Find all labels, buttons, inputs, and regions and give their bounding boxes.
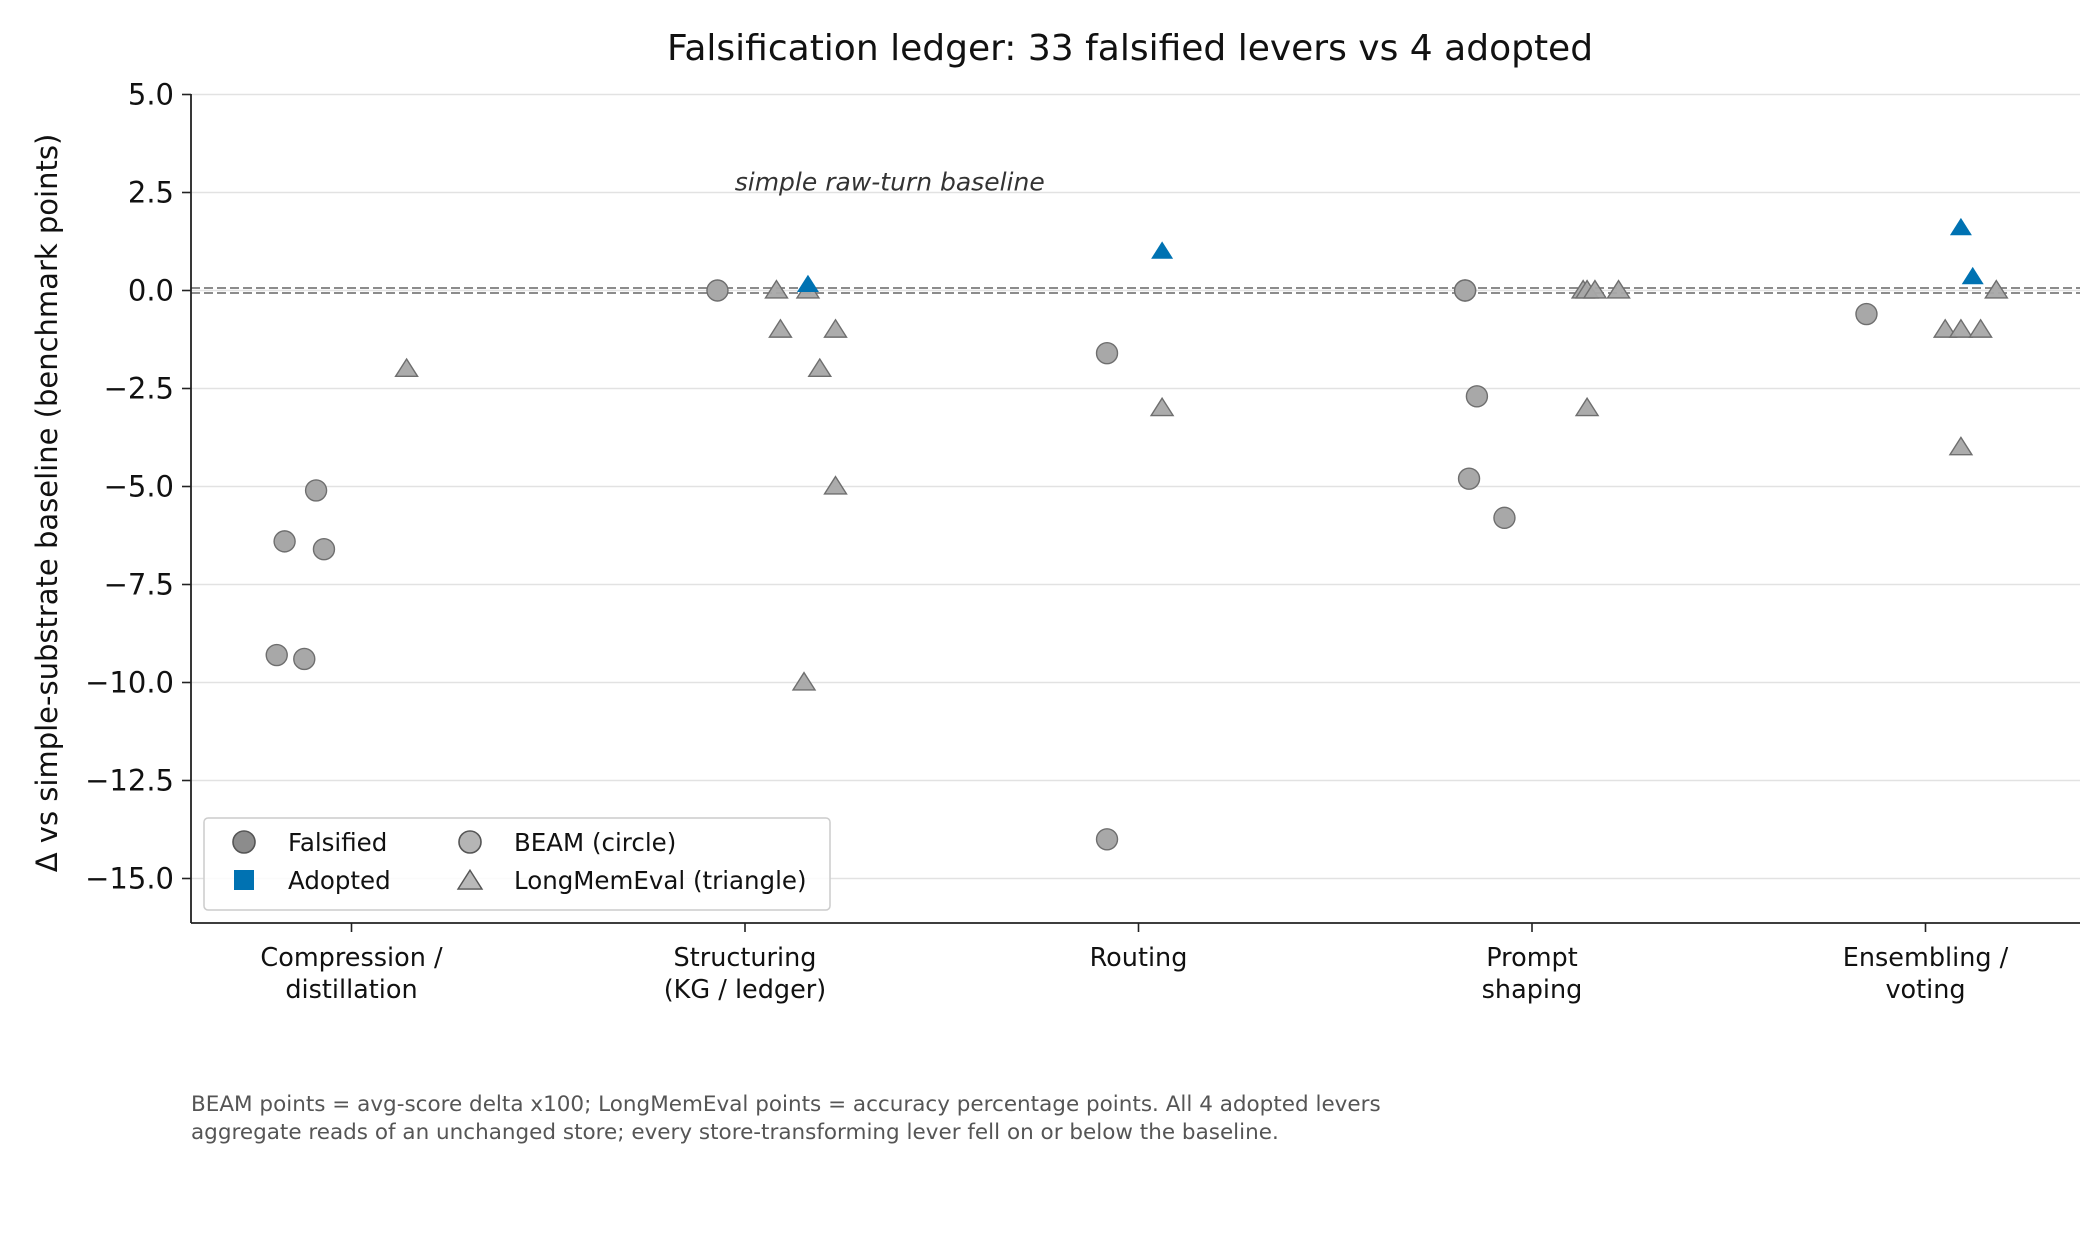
y-tick-label: −15.0 xyxy=(85,862,174,896)
beam-point xyxy=(1465,385,1489,408)
y-tick-label: −12.5 xyxy=(85,764,174,798)
footnote-line-2: aggregate reads of an unchanged store; e… xyxy=(191,1120,1279,1145)
longmemeval-point xyxy=(823,318,848,338)
grid-lines xyxy=(191,93,2080,880)
x-category-label: (KG / ledger) xyxy=(664,975,827,1005)
longmemeval-point xyxy=(807,357,833,378)
beam-point xyxy=(273,530,296,553)
longmemeval-point xyxy=(764,279,789,299)
legend-square-icon xyxy=(234,870,254,890)
footnote-line-1: BEAM points = avg-score delta x100; Long… xyxy=(191,1092,1381,1117)
y-tick-label: 5.0 xyxy=(128,78,174,112)
y-tick-label: 2.5 xyxy=(128,176,174,210)
longmemeval-point xyxy=(1984,279,2009,299)
x-category-label: voting xyxy=(1885,975,1965,1005)
legend-label: Adopted xyxy=(288,866,391,895)
beam-point xyxy=(1457,467,1481,490)
y-tick-label: −10.0 xyxy=(85,666,174,700)
longmemeval-point xyxy=(1932,318,1958,338)
y-tick-label: −2.5 xyxy=(104,372,174,406)
chart-title: Falsification ledger: 33 falsified lever… xyxy=(667,28,1593,69)
beam-point xyxy=(706,279,729,302)
baseline-line xyxy=(191,287,2080,294)
legend-label: BEAM (circle) xyxy=(514,828,676,857)
x-category-label: shaping xyxy=(1482,975,1583,1005)
legend-circle-icon xyxy=(232,830,256,854)
longmemeval-point xyxy=(823,475,848,495)
legend-triangle-icon xyxy=(456,868,484,890)
longmemeval-point xyxy=(1582,279,1608,299)
tick-labels: 5.0 2.5 0.0 −2.5 −5.0 −7.5 −10.0 −12.5 −15.0 Comp… xyxy=(85,78,2009,1006)
beam-point xyxy=(1095,342,1119,365)
longmemeval-point xyxy=(1149,396,1175,417)
y-axis-label: Δ vs simple-substrate baseline (benchmar… xyxy=(30,134,64,873)
legend-label: LongMemEval (triangle) xyxy=(514,866,807,895)
longmemeval-point xyxy=(1961,266,1984,285)
x-category-label: Structuring xyxy=(674,943,817,973)
longmemeval-point xyxy=(1968,318,1993,338)
beam-point xyxy=(312,538,336,561)
beam-point xyxy=(304,479,328,502)
x-category-label: Ensembling / xyxy=(1843,943,2009,973)
longmemeval-point xyxy=(1151,241,1174,259)
longmemeval-point xyxy=(1574,396,1600,417)
beam-point xyxy=(1095,828,1119,851)
y-tick-label: −5.0 xyxy=(104,470,174,504)
beam-point xyxy=(1453,279,1477,302)
longmemeval-point xyxy=(1948,318,1974,338)
axes xyxy=(182,93,2080,932)
y-tick-label: −7.5 xyxy=(104,568,174,602)
legend: Falsified Adopted BEAM (circle) LongMemEval… xyxy=(203,817,831,911)
longmemeval-point xyxy=(1948,436,1974,456)
longmemeval-point xyxy=(791,671,817,691)
legend-label: Falsified xyxy=(288,828,387,857)
x-category-label: Compression / xyxy=(260,943,443,973)
x-category-label: Prompt xyxy=(1486,943,1577,973)
y-tick-label: 0.0 xyxy=(128,274,174,308)
x-category-label: distillation xyxy=(285,975,417,1005)
longmemeval-point xyxy=(1606,279,1631,299)
baseline-annotation: simple raw-turn baseline xyxy=(735,168,1045,197)
longmemeval-point xyxy=(1949,217,1972,236)
longmemeval-point xyxy=(796,274,819,293)
longmemeval-point xyxy=(768,318,793,338)
beam-point xyxy=(1855,302,1878,326)
x-category-label: Routing xyxy=(1090,943,1188,973)
beam-point xyxy=(265,643,288,667)
longmemeval-point xyxy=(394,357,419,378)
beam-point xyxy=(1493,506,1516,530)
data-points xyxy=(265,217,2009,851)
legend-box xyxy=(203,817,831,911)
legend-circle-icon xyxy=(458,830,482,854)
beam-point xyxy=(293,647,316,671)
